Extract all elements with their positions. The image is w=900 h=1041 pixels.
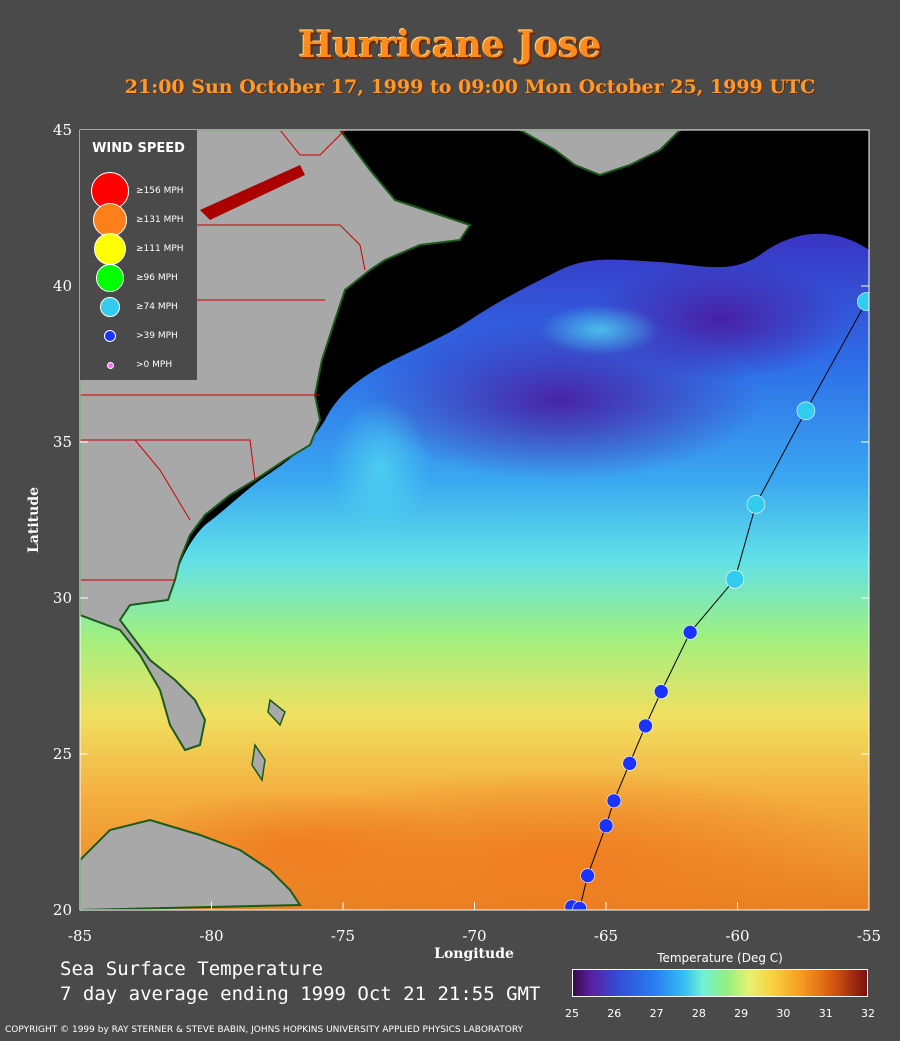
y-tick-label: 35 [53, 433, 72, 451]
land-cuba [80, 818, 302, 910]
x-tick-label: -65 [594, 927, 618, 945]
y-tick-label: 40 [53, 277, 72, 295]
legend-item: >0 MPH [80, 352, 197, 378]
legend-label: >39 MPH [136, 331, 178, 341]
x-tick-label: -80 [199, 927, 223, 945]
wind-speed-legend: WIND SPEED ≥156 MPH ≥131 MPH ≥111 MPH ≥96 M… [80, 130, 197, 380]
y-tick-label: 45 [53, 121, 72, 139]
land-nova-scotia [517, 130, 682, 177]
legend-label: ≥96 MPH [136, 273, 178, 283]
track-point [857, 292, 869, 311]
state-borders [80, 224, 366, 581]
legend-swatch [106, 361, 114, 369]
x-tick-label: -75 [331, 927, 355, 945]
sst-caption-line2: 7 day average ending 1999 Oct 21 21:55 G… [60, 983, 541, 1005]
legend-title: WIND SPEED [92, 141, 185, 156]
x-tick-label: -60 [725, 927, 749, 945]
y-tick-label: 30 [53, 589, 72, 607]
x-axis-label: Longitude [434, 946, 514, 962]
colorbar-tick-label: 26 [607, 1007, 622, 1020]
colorbar-tick-label: 25 [565, 1007, 579, 1020]
track-point [746, 495, 766, 514]
great-lake [200, 165, 305, 220]
colorbar-tick-label: 28 [691, 1007, 706, 1020]
legend-label: ≥156 MPH [136, 186, 184, 196]
legend-swatch [104, 330, 116, 342]
map-subtitle: 21:00 Sun October 17, 1999 to 09:00 Mon … [124, 76, 816, 98]
track-point [580, 868, 595, 883]
y-tick-label: 25 [53, 745, 72, 763]
legend-item: ≥131 MPH [80, 203, 197, 237]
temperature-colorbar [572, 969, 868, 997]
legend-label: ≥74 MPH [136, 302, 178, 312]
colorbar-title: Temperature (Deg C) [657, 951, 783, 965]
track-point [638, 718, 653, 734]
colorbar-tick-label: 32 [861, 1007, 875, 1020]
legend-swatch [96, 264, 124, 292]
gulf-stream [330, 400, 430, 540]
legend-label: ≥111 MPH [136, 244, 184, 254]
colorbar-tick-label: 29 [734, 1007, 749, 1020]
land-bahamas [251, 742, 266, 783]
x-tick-label: -70 [462, 927, 486, 945]
x-tick-label: -85 [68, 927, 92, 945]
track-point [725, 569, 745, 589]
gulf-stream-eddy [540, 305, 660, 355]
legend-swatch [93, 203, 127, 237]
legend-item: ≥111 MPH [80, 233, 197, 265]
track-point [572, 901, 587, 910]
colorbar-tick-label: 27 [649, 1007, 664, 1020]
track-point [796, 401, 816, 421]
hurricane-track-points [564, 292, 869, 910]
land-bahamas [267, 698, 286, 727]
track-point [622, 756, 637, 771]
state-borders [80, 130, 346, 156]
legend-label: ≥131 MPH [136, 215, 184, 225]
map-plot-area [80, 130, 869, 910]
x-tick-label: -55 [857, 927, 881, 945]
legend-swatch [94, 233, 126, 265]
map-title: Hurricane Jose [298, 24, 602, 66]
y-tick-label: 20 [53, 901, 72, 919]
legend-swatch [100, 297, 120, 317]
track-point [598, 818, 614, 834]
axis-ticks: -85 -80 -75 -70 -65 -60 -55 45 40 35 30 25 20 [53, 121, 881, 945]
legend-item: ≥74 MPH [80, 294, 197, 320]
legend-item: ≥156 MPH [80, 172, 197, 210]
legend-item: ≥96 MPH [80, 264, 197, 292]
colorbar-tick-label: 31 [818, 1007, 833, 1020]
track-point [682, 625, 698, 640]
track-point [653, 684, 669, 699]
y-axis-label: Latitude [26, 487, 42, 553]
cool-sst-region [590, 260, 850, 380]
legend-item: >39 MPH [80, 323, 197, 349]
colorbar-tick-label: 30 [776, 1007, 791, 1020]
sst-caption-line1: Sea Surface Temperature [60, 958, 324, 980]
copyright-text: COPYRIGHT © 1999 by RAY STERNER & STEVE … [5, 1025, 524, 1035]
legend-label: >0 MPH [136, 360, 173, 370]
track-point [606, 793, 622, 809]
